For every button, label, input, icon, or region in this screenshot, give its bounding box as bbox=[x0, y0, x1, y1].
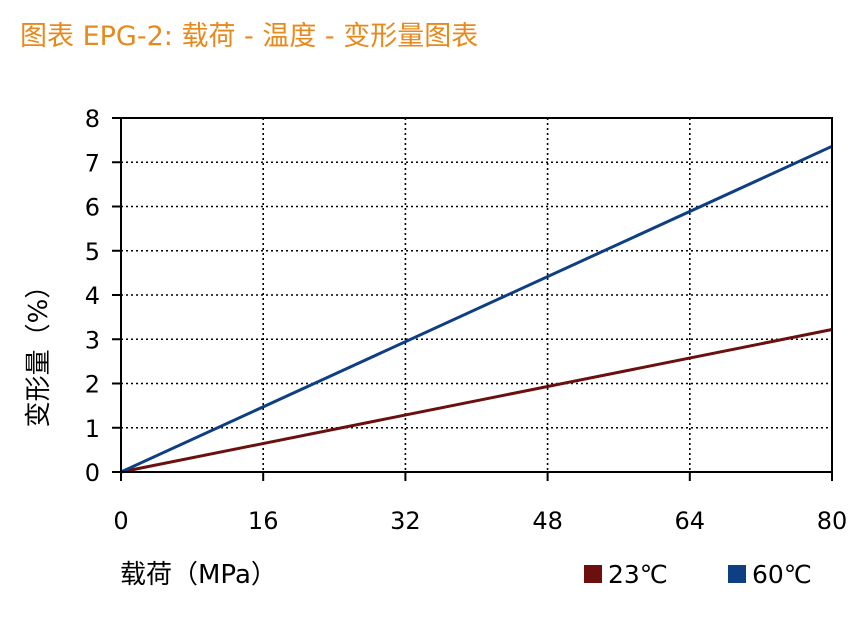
x-tick-label: 32 bbox=[390, 507, 421, 535]
y-tick-label: 8 bbox=[85, 105, 100, 133]
legend-swatch bbox=[728, 565, 746, 583]
legend-label: 23℃ bbox=[608, 560, 668, 589]
y-tick-label: 0 bbox=[85, 459, 100, 487]
legend: 23℃ 60℃ bbox=[584, 560, 812, 589]
axis-ticks: 0 16 32 48 64 80 0 1 2 3 4 5 6 7 8 bbox=[85, 105, 848, 535]
x-tick-label: 0 bbox=[113, 507, 128, 535]
grid-lines bbox=[121, 118, 832, 472]
legend-label: 60℃ bbox=[752, 560, 812, 589]
y-tick-label: 3 bbox=[85, 326, 100, 354]
series-line bbox=[120, 328, 833, 474]
series-lines bbox=[120, 144, 833, 474]
legend-swatch bbox=[584, 565, 602, 583]
y-tick-label: 6 bbox=[85, 194, 100, 222]
y-tick-label: 7 bbox=[85, 149, 100, 177]
x-tick-label: 64 bbox=[675, 507, 706, 535]
x-tick-label: 16 bbox=[248, 507, 279, 535]
y-tick-label: 1 bbox=[85, 415, 100, 443]
y-axis-label: 变形量（%） bbox=[24, 273, 54, 428]
y-tick-label: 4 bbox=[85, 282, 100, 310]
x-tick-label: 48 bbox=[532, 507, 563, 535]
chart-title: 图表 EPG-2: 载荷 - 温度 - 变形量图表 bbox=[20, 21, 479, 52]
x-tick-label: 80 bbox=[817, 507, 848, 535]
y-tick-label: 2 bbox=[85, 371, 100, 399]
x-axis-label: 载荷（MPa） bbox=[120, 560, 277, 590]
y-tick-label: 5 bbox=[85, 238, 100, 266]
series-line bbox=[120, 144, 833, 474]
